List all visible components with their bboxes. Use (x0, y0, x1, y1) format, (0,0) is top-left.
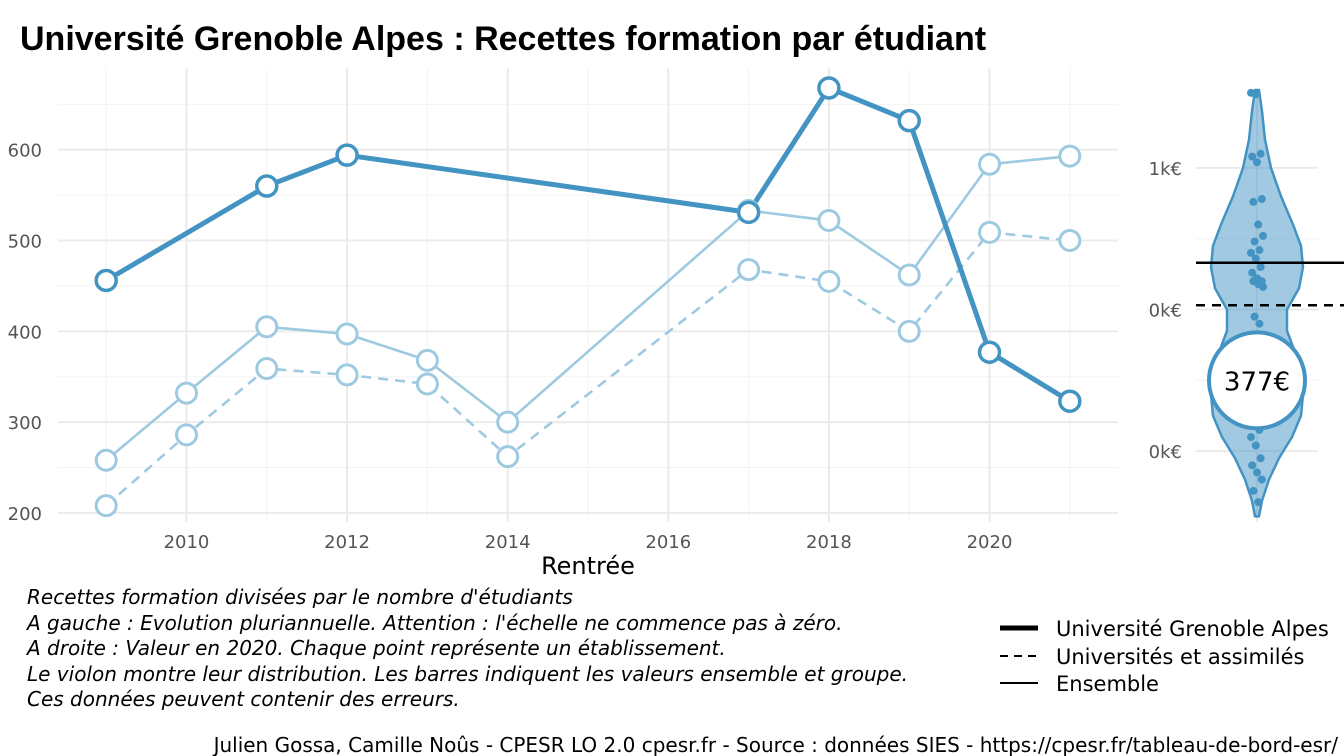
data-point (94, 268, 118, 293)
violin-point (1257, 195, 1266, 204)
violin-point (1256, 149, 1265, 158)
y-tick-label: 400 (8, 322, 42, 343)
data-point (1058, 144, 1082, 168)
data-point (174, 381, 198, 405)
data-point (335, 322, 359, 346)
data-point (415, 348, 439, 372)
violin-point (1254, 220, 1263, 229)
legend: Université Grenoble Alpes Universités et… (1000, 617, 1329, 696)
x-tick-label: 2010 (164, 532, 210, 553)
note-line-1: Recettes formation divisées par le nombr… (27, 585, 573, 609)
note-line-3: A droite : Valeur en 2020. Chaque point … (25, 636, 726, 660)
x-tick-label: 2018 (806, 532, 852, 553)
violin-point (1254, 498, 1263, 507)
main-y-axis: 200 300 400 500 600 (8, 141, 42, 525)
violin-panel: 1k€ 0k€ 0k€ 377€ (1149, 88, 1344, 522)
chart-title: Université Grenoble Alpes : Recettes for… (20, 20, 986, 58)
data-point (1058, 389, 1082, 413)
x-tick-label: 2016 (645, 532, 691, 553)
note-line-2: A gauche : Evolution pluriannuelle. Atte… (25, 611, 843, 635)
violin-point (1248, 152, 1257, 161)
main-plot-grid (58, 68, 1118, 522)
series-line-1 (104, 85, 1072, 404)
note-line-5: Ces données peuvent contenir des erreurs… (27, 687, 460, 711)
violin-point (1251, 441, 1260, 450)
y-tick-label: 500 (8, 232, 42, 253)
data-point (736, 200, 761, 225)
legend-label-ugA: Université Grenoble Alpes (1056, 617, 1329, 641)
data-point (255, 357, 279, 381)
violin-point (1250, 237, 1259, 246)
x-tick-label: 2020 (967, 532, 1013, 553)
data-point (415, 372, 439, 396)
violin-point (1247, 433, 1255, 442)
data-point (977, 340, 1002, 364)
data-point (978, 220, 1002, 244)
data-point (255, 315, 279, 339)
x-tick-label: 2012 (324, 532, 370, 553)
data-point (174, 423, 198, 447)
violin-point (1259, 231, 1267, 240)
main-plot-series (94, 76, 1082, 518)
data-point (94, 494, 118, 518)
data-point (496, 445, 520, 469)
violin-point (1253, 158, 1261, 167)
violin-y-tick-label: 0k€ (1149, 442, 1182, 463)
violin-point (1256, 454, 1265, 463)
legend-label-ensemble: Ensemble (1056, 672, 1159, 696)
highlight-value-label: 377€ (1224, 367, 1290, 397)
violin-point (1251, 254, 1260, 263)
data-point (335, 363, 359, 387)
violin-point (1255, 246, 1264, 255)
data-point (255, 174, 279, 198)
y-tick-label: 200 (8, 504, 42, 525)
violin-point (1253, 468, 1261, 477)
x-tick-label: 2014 (485, 532, 531, 553)
main-x-axis: 2010 2012 2014 2016 2018 2020 (164, 532, 1013, 553)
source-caption: Julien Gossa, Camille Noûs - CPESR LO 2.… (212, 733, 1339, 756)
data-point (897, 263, 921, 287)
highlight-bubble (1207, 330, 1307, 431)
data-point (335, 143, 359, 167)
violin-point (1255, 319, 1264, 328)
violin-point (1247, 248, 1255, 257)
data-point (817, 209, 841, 233)
violin-y-tick-label: 0k€ (1149, 301, 1182, 322)
data-point (1058, 229, 1082, 253)
y-tick-label: 300 (8, 413, 42, 434)
data-point (496, 410, 520, 434)
violin-point (1249, 486, 1258, 495)
data-point (94, 448, 118, 472)
data-point (817, 76, 841, 100)
violin-y-tick-label: 1k€ (1149, 159, 1182, 180)
violin-point (1251, 90, 1260, 99)
violin-point (1249, 197, 1258, 206)
x-axis-label: Rentrée (541, 552, 635, 580)
y-tick-label: 600 (8, 141, 42, 162)
data-point (737, 258, 761, 282)
data-point (897, 319, 921, 343)
violin-point (1248, 268, 1257, 277)
data-point (817, 269, 841, 293)
data-point (897, 108, 921, 133)
notes: Recettes formation divisées par le nombr… (25, 585, 908, 711)
violin-point (1248, 461, 1257, 470)
violin-point (1250, 312, 1259, 321)
data-point (978, 152, 1002, 176)
violin-point (1259, 282, 1267, 291)
legend-label-universites: Universités et assimilés (1056, 645, 1304, 669)
violin-point (1257, 475, 1266, 484)
note-line-4: Le violon montre leur distribution. Les … (27, 662, 908, 686)
violin-point (1256, 263, 1265, 272)
